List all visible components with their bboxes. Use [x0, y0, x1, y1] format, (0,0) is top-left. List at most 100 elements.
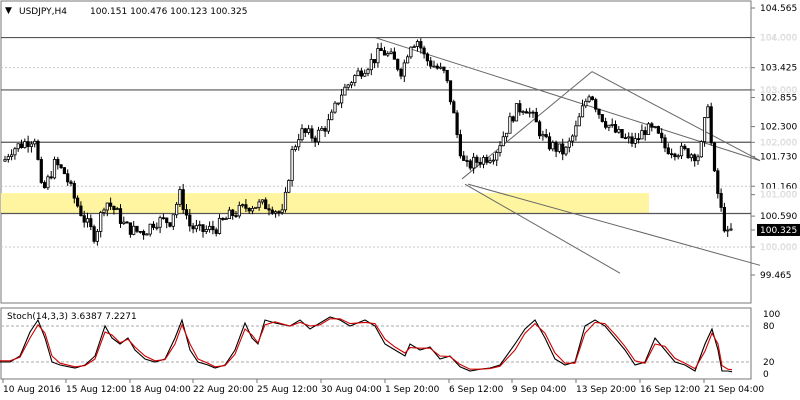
- trend-line[interactable]: [374, 37, 761, 162]
- candle-body: [409, 46, 413, 58]
- candle-body: [663, 137, 667, 149]
- y-tick-label: 101.730: [760, 152, 797, 162]
- level-price-box: [757, 83, 800, 96]
- candle-body: [26, 141, 30, 147]
- candle-body: [356, 70, 360, 77]
- candle-body: [660, 132, 664, 139]
- candle-body: [445, 69, 449, 82]
- candle-body: [389, 51, 393, 54]
- candle-body: [547, 136, 552, 150]
- arrow-icon: ▼: [5, 6, 12, 16]
- candle-body: [475, 156, 479, 163]
- candle-body: [165, 217, 169, 224]
- candle-body: [349, 82, 354, 86]
- candle-body: [293, 146, 298, 150]
- candle-body: [538, 121, 542, 137]
- candle-body: [151, 223, 156, 228]
- candle-body: [109, 202, 113, 207]
- candle-body: [693, 154, 697, 162]
- candle-body: [155, 226, 159, 229]
- candle-body: [630, 136, 634, 144]
- candle-body: [610, 124, 614, 126]
- candle-body: [23, 141, 27, 148]
- candle-body: [613, 124, 618, 133]
- candle-body: [353, 75, 357, 84]
- candle-body: [455, 112, 459, 136]
- candle-body: [683, 145, 687, 150]
- candle-body: [419, 41, 423, 49]
- candle-body: [33, 140, 37, 145]
- candle-body: [244, 204, 248, 209]
- candle-body: [141, 231, 146, 236]
- candle-body: [234, 215, 238, 218]
- candle-body: [277, 211, 281, 214]
- candle-body: [66, 173, 70, 183]
- candle-body: [148, 223, 152, 235]
- candle-body: [112, 205, 116, 210]
- candle-body: [287, 180, 291, 193]
- candle-body: [656, 126, 661, 134]
- y-tick-label: 104.565: [760, 4, 797, 14]
- candle-body: [102, 209, 106, 213]
- candle-body: [580, 105, 585, 118]
- candle-body: [679, 145, 684, 157]
- candle-body: [643, 130, 647, 135]
- candle-body: [561, 143, 565, 155]
- candle-body: [557, 143, 562, 152]
- candle-body: [689, 154, 694, 159]
- candle-body: [504, 132, 509, 138]
- level-price-label: 104.000: [760, 34, 797, 44]
- candle-body: [481, 157, 486, 165]
- x-tick-label: 1 Sep 20:00: [385, 385, 440, 395]
- candle-body: [181, 189, 185, 211]
- candle-body: [673, 153, 677, 158]
- candle-body: [217, 217, 222, 234]
- candle-body: [79, 205, 83, 217]
- candle-body: [498, 145, 502, 153]
- candle-body: [36, 140, 40, 160]
- trend-line[interactable]: [591, 71, 761, 162]
- symbol-label: USDJPY,H4: [19, 7, 67, 17]
- y-tick-label: 101.160: [760, 182, 797, 192]
- candle-body: [99, 212, 103, 232]
- x-tick-label: 15 Aug 12:00: [66, 385, 127, 395]
- trend-line[interactable]: [464, 183, 621, 274]
- candle-body: [16, 143, 20, 150]
- candle-body: [617, 129, 621, 133]
- candle-body: [297, 139, 301, 148]
- candle-body: [577, 116, 581, 127]
- candle-body: [52, 159, 57, 179]
- y-tick-label: 102.855: [760, 94, 797, 104]
- candle-body: [211, 225, 215, 231]
- candle-body: [231, 209, 235, 217]
- trend-line[interactable]: [467, 183, 761, 266]
- stoch-title: Stoch(14,3,3) 3.6387 7.2271: [7, 312, 137, 322]
- candle-body: [89, 218, 93, 228]
- candle-body: [201, 224, 205, 232]
- candle-body: [729, 228, 733, 231]
- candle-body: [49, 176, 53, 179]
- candle-body: [425, 53, 430, 62]
- stoch-y-tick-label: 20: [763, 358, 775, 368]
- candle-body: [604, 121, 608, 128]
- stoch-y-tick-label: 0: [763, 370, 769, 380]
- candle-body: [719, 193, 723, 208]
- level-price-box: [757, 188, 800, 201]
- stoch-panel: 100 80 20 0: [0, 307, 780, 380]
- candle-body: [43, 182, 47, 189]
- candle-body: [676, 155, 680, 158]
- candle-body: [405, 56, 410, 64]
- stoch-y-tick-label: 100: [763, 310, 780, 320]
- candle-body: [386, 53, 390, 56]
- candle-body: [13, 148, 17, 156]
- level-price-box: [757, 31, 800, 44]
- candle-body: [283, 191, 288, 211]
- candle-body: [607, 124, 611, 128]
- candle-body: [399, 68, 403, 77]
- candle-body: [686, 148, 690, 159]
- candle-body: [703, 117, 707, 142]
- candle-body: [171, 214, 175, 227]
- level-price-box: [757, 240, 800, 253]
- candle-body: [620, 129, 624, 139]
